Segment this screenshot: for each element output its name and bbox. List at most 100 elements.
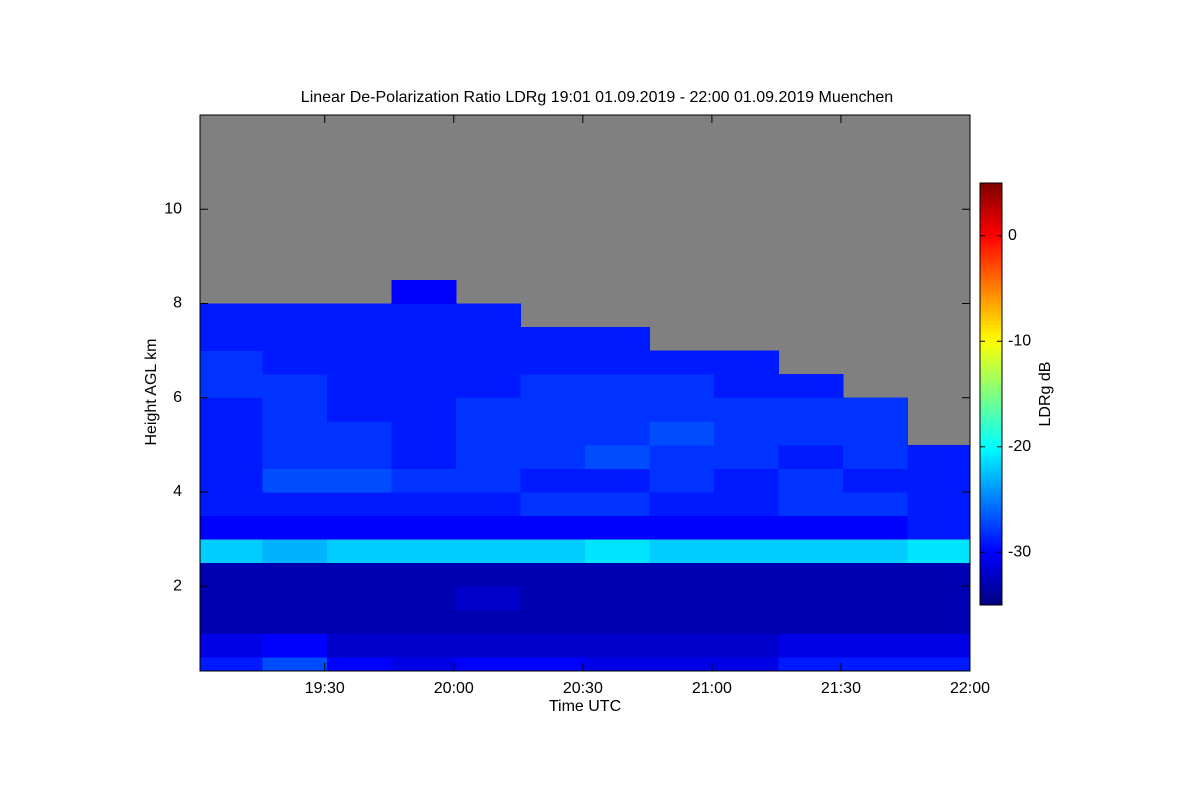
heatmap-cell [520, 491, 586, 517]
x-tick-label: 21:00 [692, 680, 732, 697]
heatmap-cell [843, 633, 909, 658]
heatmap-cell [585, 539, 651, 564]
heatmap-cell [520, 586, 586, 611]
heatmap-cell [200, 421, 263, 446]
colorbar-label: LDRg dB [1037, 362, 1054, 427]
heatmap-cell [649, 633, 715, 658]
heatmap-cell [585, 491, 651, 517]
heatmap-cell [843, 539, 909, 564]
heatmap-cell [391, 491, 457, 517]
colorbar-segment [980, 433, 1002, 438]
colorbar-segment [980, 394, 1002, 398]
heatmap-cell [907, 515, 970, 540]
colorbar-segment [980, 377, 1002, 382]
colorbar-segment [980, 522, 1002, 527]
heatmap-cell [907, 656, 970, 671]
heatmap-cell [778, 468, 844, 493]
heatmap-cell [262, 397, 328, 422]
colorbar-segment [980, 298, 1002, 303]
heatmap-cell [455, 327, 521, 352]
colorbar-segment [980, 275, 1002, 280]
heatmap-cell [843, 562, 909, 587]
colorbar-segment [980, 453, 1002, 458]
colorbar-segment [980, 529, 1002, 534]
colorbar-segment [980, 215, 1002, 220]
colorbar-segment [980, 268, 1002, 273]
plot-frame [199, 114, 971, 672]
y-tick-label: 4 [173, 483, 182, 500]
heatmap-cell [455, 350, 521, 375]
colorbar-segment [980, 196, 1002, 201]
colorbar-tick-label: 0 [1008, 227, 1017, 244]
heatmap-cell [843, 586, 909, 611]
heatmap-cell [778, 515, 844, 540]
heatmap-cell [262, 444, 328, 469]
colorbar-segment [980, 473, 1002, 478]
heatmap-cell [200, 303, 263, 328]
heatmap-cell [200, 374, 263, 399]
colorbar-segment [980, 380, 1002, 385]
heatmap-cell [520, 350, 586, 375]
heatmap-cell [262, 609, 328, 634]
heatmap-cell [585, 562, 651, 587]
heatmap-cell [907, 562, 970, 587]
colorbar-segment [980, 324, 1002, 329]
colorbar-segment [980, 509, 1002, 514]
colorbar-segment [980, 232, 1002, 237]
colorbar-segment [980, 572, 1002, 576]
colorbar-segment [980, 515, 1002, 520]
colorbar-segment [980, 278, 1002, 283]
y-axis-label: Height AGL km [143, 338, 160, 445]
colorbar-segment [980, 245, 1002, 250]
heatmap-cell [262, 491, 328, 517]
heatmap-cell [649, 586, 715, 611]
colorbar-segment [980, 186, 1002, 191]
heatmap-cell [714, 397, 780, 422]
colorbar-segment [980, 281, 1002, 286]
colorbar-segment [980, 321, 1002, 326]
heatmap-cell [326, 397, 392, 422]
heatmap-cell [326, 468, 392, 493]
colorbar-segment [980, 466, 1002, 471]
colorbar-tick-label: -20 [1008, 438, 1031, 455]
colorbar-segment [980, 440, 1002, 445]
colorbar-segment [980, 562, 1002, 567]
colorbar-segment [980, 397, 1002, 402]
heatmap-cell [455, 609, 521, 634]
heatmap-cell [520, 515, 586, 540]
colorbar-segment [980, 519, 1002, 524]
heatmap-cell [907, 609, 970, 634]
y-tick-label: 10 [164, 200, 182, 217]
heatmap-cell [262, 303, 328, 328]
heatmap-cell [649, 350, 715, 375]
colorbar-segment [980, 239, 1002, 243]
heatmap-cell [907, 468, 970, 493]
heatmap-cell [200, 491, 263, 517]
colorbar-segment [980, 374, 1002, 379]
colorbar-segment [980, 430, 1002, 435]
colorbar-segment [980, 384, 1002, 389]
heatmap-cell [520, 562, 586, 587]
colorbar-segment [980, 476, 1002, 481]
heatmap-cell [455, 374, 521, 399]
colorbar-segment [980, 413, 1002, 418]
x-tick-label: 21:30 [821, 680, 861, 697]
heatmap-cell [907, 586, 970, 611]
x-axis-label: Time UTC [549, 698, 621, 715]
colorbar-segment [980, 262, 1002, 267]
heatmap-cell [326, 303, 392, 328]
heatmap-cell [714, 350, 780, 375]
colorbar-segment [980, 341, 1002, 346]
colorbar-segment [980, 209, 1002, 214]
colorbar-segment [980, 591, 1002, 596]
heatmap-cell [778, 586, 844, 611]
colorbar-segment [980, 450, 1002, 454]
heatmap-cell [200, 350, 263, 375]
heatmap-cell [778, 444, 844, 469]
heatmap-cell [649, 539, 715, 564]
heatmap-cell [326, 633, 392, 658]
colorbar-segment [980, 595, 1002, 600]
heatmap-cell [843, 491, 909, 517]
heatmap-cell [391, 397, 457, 422]
colorbar-segment [980, 479, 1002, 484]
